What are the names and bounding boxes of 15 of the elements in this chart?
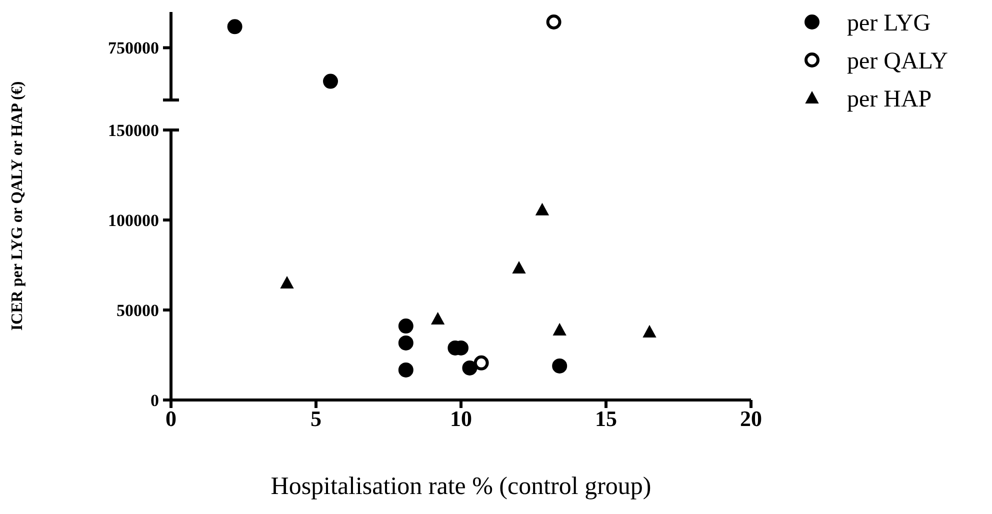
legend-label: per LYG (847, 10, 931, 36)
text: 750000 (108, 38, 159, 58)
x-tick-label: 0 (166, 406, 176, 431)
x-tick-label: 5 (310, 406, 322, 431)
y-tick-label: 150000 (108, 120, 159, 140)
y-tick-label: 50000 (116, 300, 159, 320)
y-tick-label: 100000 (108, 210, 159, 230)
y-axis-title: ICER per LYG or QALY or HAP (€) (9, 81, 26, 331)
x-axis-title: Hospitalisation rate % (control group) (270, 473, 652, 500)
x-tick-label: 20 (740, 406, 762, 431)
legend-label: per QALY (847, 48, 948, 74)
y-tick-label: 0 (150, 390, 159, 410)
x-tick-label: 15 (595, 406, 617, 431)
x-tick-label: 10 (450, 406, 472, 431)
legend-label: per HAP (847, 86, 932, 112)
